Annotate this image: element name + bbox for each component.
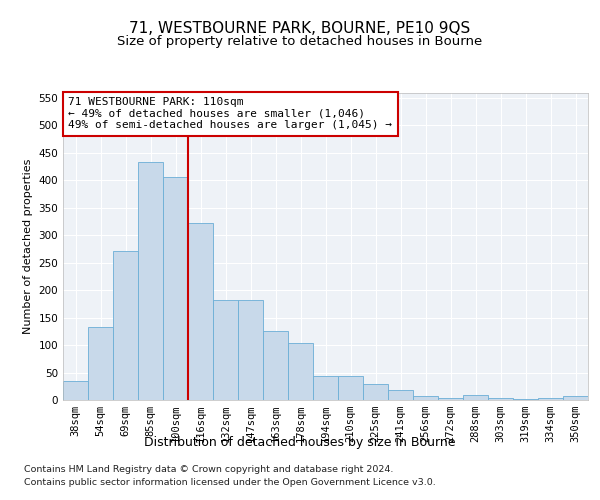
- Bar: [138, 162, 163, 400]
- Bar: [438, 398, 463, 400]
- Bar: [188, 222, 213, 400]
- Text: 71, WESTBOURNE PARK, BOURNE, PE10 9QS: 71, WESTBOURNE PARK, BOURNE, PE10 9QS: [130, 21, 470, 36]
- Text: Size of property relative to detached houses in Bourne: Size of property relative to detached ho…: [118, 35, 482, 48]
- Bar: [338, 376, 363, 400]
- Bar: [513, 399, 538, 400]
- Bar: [213, 300, 238, 400]
- Text: Contains HM Land Registry data © Crown copyright and database right 2024.: Contains HM Land Registry data © Crown c…: [24, 466, 394, 474]
- Bar: [388, 390, 413, 400]
- Bar: [413, 396, 438, 400]
- Y-axis label: Number of detached properties: Number of detached properties: [23, 158, 33, 334]
- Bar: [113, 251, 138, 400]
- Bar: [63, 381, 88, 400]
- Bar: [238, 300, 263, 400]
- Bar: [363, 384, 388, 400]
- Text: Distribution of detached houses by size in Bourne: Distribution of detached houses by size …: [144, 436, 456, 449]
- Bar: [313, 376, 338, 400]
- Bar: [288, 343, 313, 400]
- Bar: [263, 332, 288, 400]
- Text: Contains public sector information licensed under the Open Government Licence v3: Contains public sector information licen…: [24, 478, 436, 487]
- Bar: [538, 398, 563, 400]
- Bar: [488, 398, 513, 400]
- Bar: [563, 396, 588, 400]
- Bar: [163, 177, 188, 400]
- Text: 71 WESTBOURNE PARK: 110sqm
← 49% of detached houses are smaller (1,046)
49% of s: 71 WESTBOURNE PARK: 110sqm ← 49% of deta…: [68, 97, 392, 130]
- Bar: [463, 394, 488, 400]
- Bar: [88, 327, 113, 400]
